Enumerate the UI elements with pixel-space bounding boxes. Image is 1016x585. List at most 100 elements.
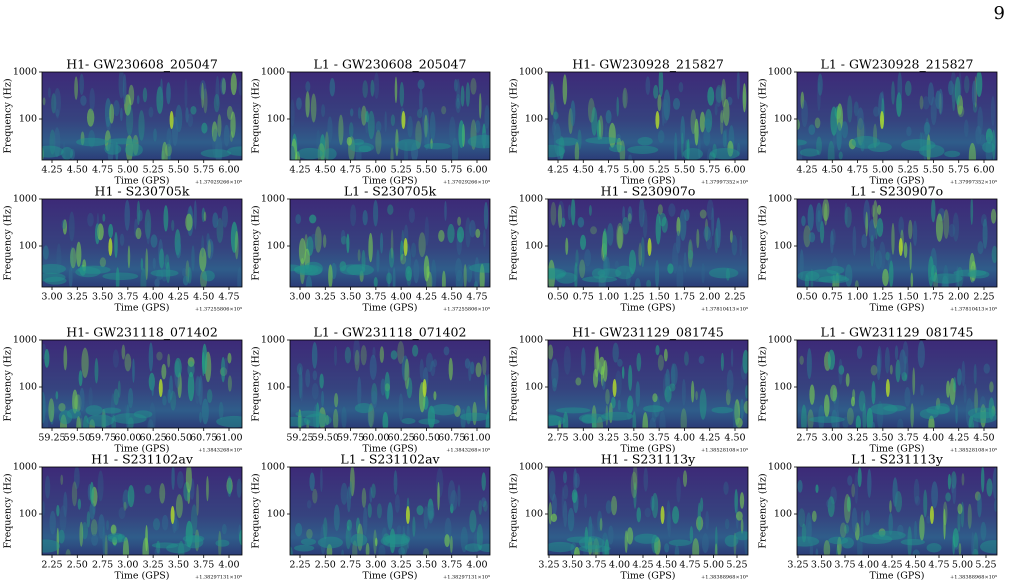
x-axis-label: Time (GPS)	[870, 571, 925, 582]
x-tick-label: 2.25	[289, 560, 310, 571]
spectrogram-texture	[548, 467, 748, 555]
x-tick-label: 4.25	[547, 165, 568, 176]
x-tick-label: 3.00	[41, 292, 62, 303]
x-tick-label: 5.25	[649, 165, 670, 176]
x-tick-label: 4.50	[573, 165, 594, 176]
panel-title: L1 - GW230928_215827	[821, 57, 974, 72]
y-tick-label: 100	[774, 509, 792, 520]
x-tick-label: 5.25	[143, 165, 164, 176]
x-tick-label: 4.75	[92, 165, 113, 176]
plot-frame	[796, 466, 998, 556]
panel-title: L1 - GW230608_205047	[314, 57, 467, 72]
x-tick-label: 4.50	[441, 292, 462, 303]
x-tick-label: 3.25	[598, 433, 619, 444]
panel: L1 - S231102av Frequency (Hz)1000 100 2.25 2…	[251, 452, 491, 582]
x-tick-label: 6.00	[973, 165, 994, 176]
x-tick-label: 2.75	[547, 433, 568, 444]
plot-frame	[547, 339, 749, 429]
plot-frame	[796, 71, 998, 161]
x-tick-label: 4.75	[847, 165, 868, 176]
y-axis-label: Frequency (Hz)	[758, 346, 769, 421]
offset-label: +1.37255806×10⁹	[443, 307, 490, 313]
x-tick-label: 3.75	[585, 560, 606, 571]
x-tick-label: 60.25	[140, 433, 167, 444]
y-axis-label: Frequency (Hz)	[251, 78, 262, 153]
plot-frame	[41, 339, 243, 429]
plot-frame	[796, 339, 998, 429]
x-tick-label: 4.25	[948, 433, 969, 444]
y-tick-label: 1000	[261, 67, 285, 78]
x-tick-label: 4.00	[218, 560, 239, 571]
plot-frame	[41, 198, 243, 288]
x-tick-label: 61.00	[463, 433, 490, 444]
panel-title: L1 - GW231129_081745	[821, 325, 974, 340]
panel-title: H1 - S230705k	[95, 184, 190, 199]
x-axis-label: Time (GPS)	[363, 571, 418, 582]
x-tick-label: 3.75	[649, 433, 670, 444]
x-tick-label: 6.00	[218, 165, 239, 176]
panel: H1 - S231102av Frequency (Hz)1000 100 2.25 2…	[3, 452, 243, 582]
x-tick-label: 5.50	[674, 165, 695, 176]
offset-label: +1.37029266×10⁹	[195, 180, 242, 186]
x-tick-label: 2.25	[41, 560, 62, 571]
offset-label: +1.37810413×10⁹	[701, 307, 748, 313]
x-tick-label: 4.50	[724, 433, 745, 444]
spectrogram-texture	[42, 342, 242, 428]
x-axis-label: Time (GPS)	[621, 571, 676, 582]
panel: L1 - GW230608_205047 Frequency (Hz)1000 10…	[251, 57, 491, 187]
x-axis-label: Time (GPS)	[621, 444, 676, 455]
x-tick-label: 4.25	[41, 165, 62, 176]
x-tick-label: 2.50	[67, 560, 88, 571]
x-tick-label: 0.50	[796, 292, 817, 303]
y-axis-label: Frequency (Hz)	[3, 473, 14, 548]
x-axis-label: Time (GPS)	[115, 571, 170, 582]
x-tick-label: 60.00	[362, 433, 389, 444]
panel: H1- GW231118_071402 Frequency (Hz)1000 100…	[3, 325, 243, 455]
offset-label: +1.3843268×10⁹	[446, 448, 490, 454]
plot-frame	[289, 71, 491, 161]
panel: H1 - S230907o Frequency (Hz)1000 100 0.50 0.…	[509, 184, 749, 314]
x-tick-label: 3.25	[538, 560, 559, 571]
spectrogram	[548, 340, 748, 428]
x-tick-label: 60.75	[438, 433, 465, 444]
y-axis-label: Frequency (Hz)	[758, 473, 769, 548]
plot-frame	[289, 466, 491, 556]
x-tick-label: 3.50	[872, 433, 893, 444]
x-tick-label: 4.25	[796, 165, 817, 176]
x-tick-label: 4.00	[143, 292, 164, 303]
x-tick-label: 1.75	[923, 292, 944, 303]
x-tick-label: 4.50	[656, 560, 677, 571]
spectrogram-texture	[290, 340, 490, 428]
panel: L1 - GW231118_071402 Frequency (Hz)1000 10…	[251, 325, 491, 455]
y-axis-label: Frequency (Hz)	[251, 346, 262, 421]
y-axis-label: Frequency (Hz)	[509, 78, 520, 153]
x-tick-label: 4.75	[466, 292, 487, 303]
offset-label: +1.38528108×10⁹	[701, 448, 748, 454]
x-tick-label: 61.00	[215, 433, 242, 444]
x-tick-label: 4.00	[609, 560, 630, 571]
y-tick-label: 100	[19, 509, 37, 520]
x-tick-label: 4.25	[168, 292, 189, 303]
x-tick-label: 6.00	[466, 165, 487, 176]
y-tick-label: 100	[525, 114, 543, 125]
y-tick-label: 100	[267, 382, 285, 393]
x-tick-label: 4.75	[218, 292, 239, 303]
x-tick-label: 3.00	[822, 433, 843, 444]
spectrogram-texture	[290, 72, 490, 160]
x-tick-label: 3.50	[168, 560, 189, 571]
offset-label: +1.38528108×10⁹	[950, 448, 997, 454]
offset-label: +1.37810413×10⁹	[950, 307, 997, 313]
panel-title: L1 - S230907o	[851, 184, 943, 199]
x-axis-label: Time (GPS)	[363, 176, 418, 187]
plot-frame	[547, 198, 749, 288]
y-tick-label: 100	[525, 509, 543, 520]
x-tick-label: 4.00	[391, 292, 412, 303]
x-tick-label: 60.75	[190, 433, 217, 444]
x-axis-label: Time (GPS)	[870, 303, 925, 314]
y-axis-label: Frequency (Hz)	[3, 346, 14, 421]
x-tick-label: 0.50	[547, 292, 568, 303]
spectrogram-texture	[42, 467, 242, 555]
spectrogram-texture	[797, 199, 997, 287]
offset-label: +1.38297131×10⁹	[443, 575, 490, 581]
